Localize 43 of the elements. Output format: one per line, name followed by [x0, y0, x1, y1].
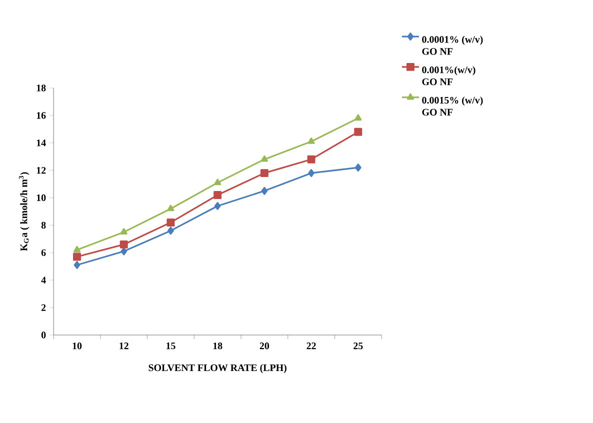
x-axis-title: SOLVENT FLOW RATE (LPH): [148, 364, 286, 374]
y-tick-label: 14: [36, 140, 46, 146]
point: [354, 164, 362, 172]
point: [308, 169, 314, 178]
x-tick-label: 22: [306, 342, 316, 350]
legend-label: 0.0001% (w/v) GO NF: [422, 36, 483, 55]
point: [73, 252, 81, 261]
x-tick-label: 12: [120, 342, 128, 350]
point: [308, 138, 315, 144]
y-tick-label: 4: [41, 276, 46, 284]
point: [307, 155, 316, 164]
legend-label: 0.0015% (w/v) GO NF: [422, 96, 483, 116]
y-tick-label: 16: [36, 112, 46, 119]
y-tick-label: 18: [36, 84, 46, 92]
point: [214, 178, 222, 186]
point: [214, 191, 222, 200]
x-tick-label: 10: [72, 342, 82, 350]
x-tick-label: 18: [213, 342, 222, 350]
point: [166, 218, 175, 226]
y-tick-label: 2: [41, 304, 46, 311]
point: [167, 204, 174, 212]
y-tick-label: 6: [41, 249, 46, 256]
y-tick-label: 10: [36, 194, 46, 202]
point: [260, 155, 268, 162]
point: [214, 202, 221, 210]
y-tick-label: 8: [41, 222, 46, 229]
point: [354, 128, 362, 136]
point: [120, 247, 128, 256]
y-tick-label: 12: [36, 167, 46, 174]
point: [74, 261, 80, 270]
x-tick-label: 15: [166, 342, 176, 350]
point: [260, 169, 268, 178]
legend-label: 0.001%(w/v) GO NF: [422, 66, 476, 86]
x-tick-label: 25: [354, 342, 363, 350]
x-tick-label: 20: [260, 342, 270, 350]
point: [73, 246, 81, 252]
point: [168, 226, 174, 235]
y-tick-label: 0: [41, 332, 46, 338]
point: [261, 186, 268, 195]
point: [120, 240, 128, 248]
point: [354, 114, 362, 121]
point: [120, 228, 128, 234]
y-axis-title: K$_{G}$a ( kmole/h m$^{3}$): [18, 172, 30, 252]
